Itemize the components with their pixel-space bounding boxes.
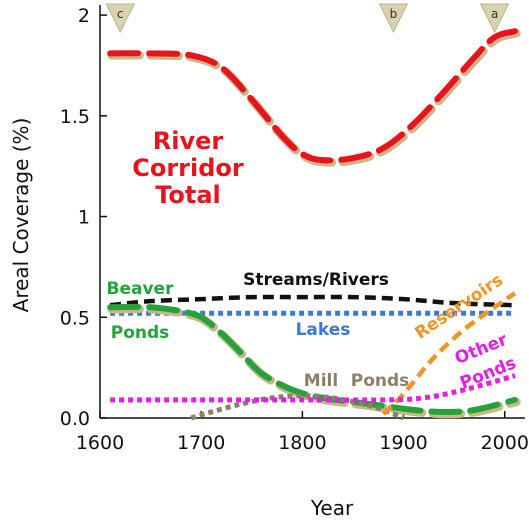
axis-ticks: 1600 1700 1800 1900 2000 0.0 0.5 1 1.5 2 — [60, 5, 529, 454]
series-layer — [107, 28, 521, 421]
annotation-streams-rivers: Streams/Rivers — [243, 270, 389, 290]
x-tick-label: 2000 — [481, 432, 529, 454]
annotation-mill: Mill — [304, 371, 338, 391]
y-tick-label: 1.5 — [60, 106, 90, 128]
y-tick-label: 0.5 — [60, 307, 90, 329]
marker-triangle-a — [479, 3, 510, 34]
annotation-ponds: Ponds — [351, 371, 410, 391]
marker-triangle-c — [105, 3, 136, 34]
annotation-ponds: Ponds — [111, 323, 170, 343]
y-tick-label: 1 — [78, 207, 90, 229]
annotation-beaver: Beaver — [107, 279, 175, 299]
series-line-reservoirs — [381, 291, 517, 416]
y-tick-label: 2 — [78, 5, 90, 27]
series-line-streams-rivers — [109, 294, 515, 308]
x-tick-label: 1800 — [278, 432, 326, 454]
marker-label-c: c — [117, 7, 124, 21]
marker-label-a: a — [491, 7, 498, 21]
x-tick-label: 1700 — [177, 432, 225, 454]
annotation-total: Total — [155, 181, 221, 209]
x-tick-label: 1600 — [76, 432, 124, 454]
y-tick-label: 0.0 — [60, 408, 90, 430]
series-line-beaver-ponds — [107, 303, 518, 415]
marker-triangle-b — [378, 3, 409, 34]
marker-label-b: b — [390, 7, 398, 21]
annotation-river: River — [153, 127, 224, 155]
series-line-river-corridor-total — [107, 28, 518, 164]
y-axis-title: Areal Coverage (%) — [9, 118, 33, 313]
series-line-other-ponds — [110, 373, 516, 403]
x-axis-title: Year — [310, 496, 354, 520]
series-line-mill-ponds — [190, 393, 405, 421]
annotation-lakes: Lakes — [296, 320, 351, 340]
annotation-corridor: Corridor — [132, 154, 244, 182]
x-tick-label: 1900 — [379, 432, 427, 454]
